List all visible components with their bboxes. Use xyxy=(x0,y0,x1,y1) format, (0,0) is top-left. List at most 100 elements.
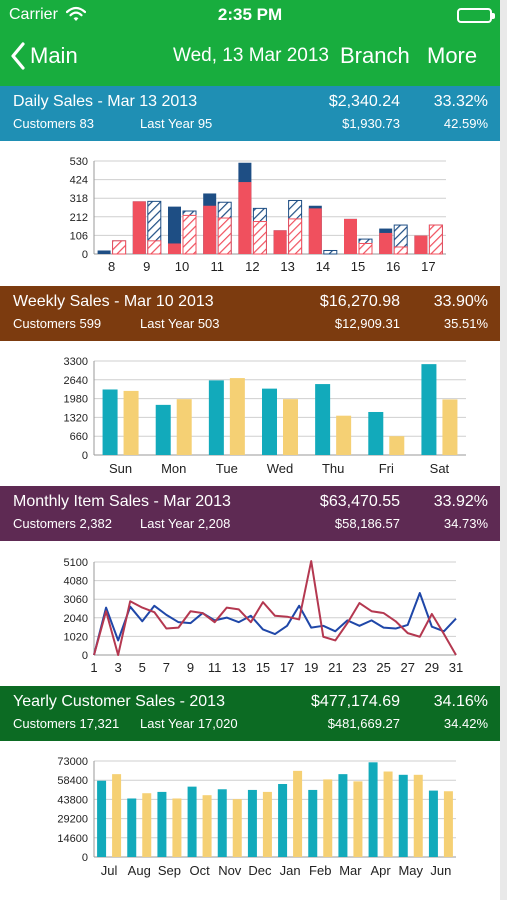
x-tick-label: 12 xyxy=(245,259,259,274)
bar-last-year-sales xyxy=(288,218,303,255)
y-tick-label: 2040 xyxy=(64,613,88,625)
x-tick-label: 1 xyxy=(90,660,97,675)
bar-sales xyxy=(203,205,217,254)
bar-current xyxy=(208,380,224,455)
monthly-sales-header[interactable]: Monthly Item Sales - Mar 2013 $63,470.55… xyxy=(0,486,500,541)
bar-sales xyxy=(344,218,357,254)
bar-current xyxy=(217,789,227,857)
bar-sales xyxy=(379,232,393,254)
bar-last-year-sales xyxy=(182,214,197,255)
weekly-sales-chart: 0 660 1320 1980 2640 3300 Sun Mon Tue Wed Thu Fri Sa… xyxy=(0,341,500,486)
bar-current xyxy=(428,790,438,857)
y-tick-label: 1980 xyxy=(64,394,88,406)
yearly-sales-header[interactable]: Yearly Customer Sales - 2013 $477,174.69… xyxy=(0,686,500,741)
y-tick-label: 29200 xyxy=(57,814,88,826)
section-total: $16,270.98 xyxy=(319,293,400,310)
section-percent: 33.92% xyxy=(433,493,488,510)
y-tick-label: 3060 xyxy=(64,594,88,606)
bar-current xyxy=(247,789,257,857)
x-tick-label: 9 xyxy=(187,660,194,675)
section-title: Daily Sales - Mar 13 2013 xyxy=(13,93,198,110)
back-button[interactable]: Main xyxy=(10,40,78,72)
x-tick-label: Jun xyxy=(430,863,451,878)
customers-count: Customers 599 xyxy=(13,316,102,331)
y-tick-label: 0 xyxy=(82,249,88,261)
y-tick-label: 14600 xyxy=(57,833,88,845)
x-tick-label: 25 xyxy=(376,660,390,675)
y-tick-label: 2640 xyxy=(64,375,88,387)
bar-last-year-sales xyxy=(252,221,267,255)
section-title: Yearly Customer Sales - 2013 xyxy=(13,693,225,710)
branch-button[interactable]: Branch xyxy=(340,43,410,68)
back-button-label: Main xyxy=(30,43,78,68)
bar-current xyxy=(421,364,437,455)
x-tick-label: May xyxy=(398,863,423,878)
bar-current xyxy=(157,791,167,857)
bar-last-year-sales xyxy=(217,217,232,255)
customers-count: Customers 83 xyxy=(13,116,94,131)
bar-last-year-sales xyxy=(112,240,127,255)
section-total: $2,340.24 xyxy=(328,93,400,110)
x-tick-label: Sun xyxy=(109,461,132,476)
weekly-sales-header[interactable]: Weekly Sales - Mar 10 2013 $16,270.98 33… xyxy=(0,286,500,341)
bar-last-year-sales xyxy=(428,224,443,255)
x-tick-label: Wed xyxy=(267,461,294,476)
previous-percent: 35.51% xyxy=(443,316,488,331)
bar-last-year xyxy=(232,799,242,857)
bar-last-year xyxy=(262,791,272,857)
bar-sales xyxy=(238,182,252,254)
y-tick-label: 424 xyxy=(70,175,88,187)
bar-last-year-sales xyxy=(358,242,373,255)
y-tick-label: 43800 xyxy=(57,794,88,806)
section-percent: 33.32% xyxy=(433,93,488,110)
bar-current xyxy=(368,411,384,455)
bar-last-year-total xyxy=(323,249,338,255)
x-tick-label: 29 xyxy=(425,660,439,675)
x-tick-label: Sat xyxy=(430,461,450,476)
y-tick-label: 58400 xyxy=(57,775,88,787)
current-date[interactable]: Wed, 13 Mar 2013 xyxy=(173,45,329,66)
x-tick-label: 15 xyxy=(351,259,365,274)
bar-total xyxy=(97,250,111,254)
yearly-sales-chart: 0 14600 29200 43800 58400 73000 Jul Aug Sep Oct No… xyxy=(0,741,500,900)
y-tick-label: 0 xyxy=(82,450,88,462)
bar-last-year xyxy=(172,798,182,857)
y-tick-label: 4080 xyxy=(64,576,88,588)
more-button[interactable]: More xyxy=(427,43,478,68)
bar-current xyxy=(262,388,277,455)
bar-last-year xyxy=(443,791,453,857)
y-tick-label: 3300 xyxy=(64,356,88,368)
x-tick-label: 9 xyxy=(143,259,150,274)
x-tick-label: Thu xyxy=(322,461,344,476)
chevron-left-icon xyxy=(11,42,25,70)
section-total: $63,470.55 xyxy=(319,493,400,510)
bar-last-year xyxy=(389,436,405,455)
x-tick-label: 11 xyxy=(210,259,224,274)
daily-sales-chart: 0 106 212 318 424 530 8 9 10 11 12 13 14 15 16 17 xyxy=(0,141,500,286)
x-tick-label: 23 xyxy=(352,660,366,675)
last-year-count: Last Year 95 xyxy=(140,116,213,131)
x-tick-label: 13 xyxy=(232,660,246,675)
previous-percent: 42.59% xyxy=(443,116,488,131)
previous-total: $58,186.57 xyxy=(334,516,400,531)
x-tick-label: 21 xyxy=(328,660,342,675)
bar-current xyxy=(338,774,348,857)
monthly-sales-chart: 0 1020 2040 3060 4080 5100 1 3 5 7 9 11 13 15 17 19 21 23… xyxy=(0,541,500,686)
customers-count: Customers 2,382 xyxy=(13,516,112,531)
section-percent: 34.16% xyxy=(433,693,488,710)
daily-sales-header[interactable]: Daily Sales - Mar 13 2013 $2,340.24 33.3… xyxy=(0,86,500,141)
line-last-year xyxy=(93,560,457,656)
previous-total: $481,669.27 xyxy=(327,716,400,731)
bar-current xyxy=(278,784,288,857)
bar-sales xyxy=(414,235,428,254)
last-year-count: Last Year 503 xyxy=(140,316,220,331)
wifi-icon xyxy=(65,6,87,27)
navigation-bar: Carrier 2:35 PM Main Wed, 13 Mar 2013 Br… xyxy=(0,0,500,86)
bar-last-year xyxy=(413,774,423,857)
bar-current xyxy=(127,798,137,857)
x-tick-label: Mar xyxy=(339,863,362,878)
section-total: $477,174.69 xyxy=(311,693,400,710)
y-tick-label: 106 xyxy=(70,230,88,242)
bar-last-year xyxy=(176,399,192,455)
